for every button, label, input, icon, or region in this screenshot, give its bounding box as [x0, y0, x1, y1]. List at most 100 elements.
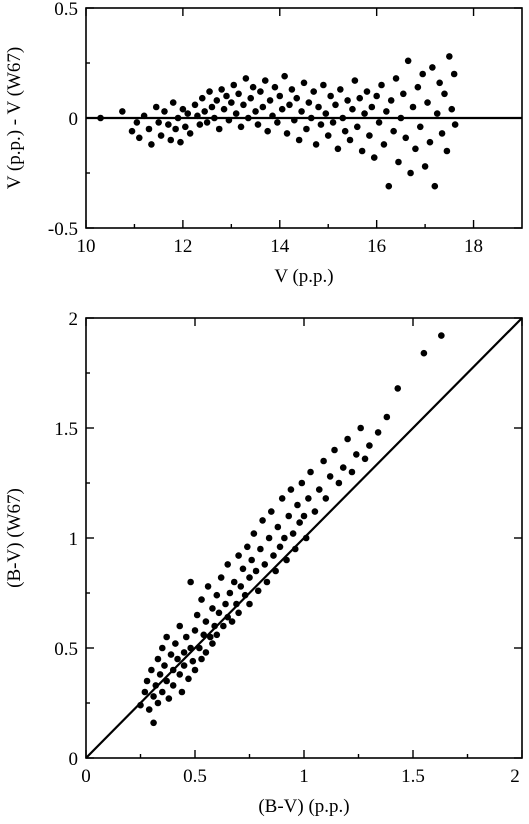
data-point: [184, 110, 192, 117]
data-point: [172, 125, 179, 133]
data-point: [150, 719, 157, 727]
data-point: [302, 534, 310, 542]
data-point: [324, 132, 332, 139]
bottom-x-axis-label: (B-V) (p.p.): [258, 796, 349, 817]
data-point: [285, 512, 293, 520]
data-point: [206, 88, 213, 95]
data-point: [189, 657, 197, 665]
data-point: [263, 578, 271, 586]
data-point: [374, 429, 382, 436]
bottom-x-tick-label: 1: [299, 766, 309, 787]
data-point: [397, 114, 405, 122]
data-point: [295, 136, 303, 144]
data-point: [252, 567, 260, 575]
data-point: [240, 101, 247, 109]
data-point: [363, 88, 371, 95]
bottom-y-tick-label: 1.5: [54, 419, 78, 440]
data-point: [385, 182, 393, 190]
data-point: [259, 103, 267, 111]
data-point: [286, 101, 293, 109]
data-point: [246, 600, 253, 608]
data-point: [218, 86, 225, 93]
data-point: [222, 600, 229, 608]
data-point: [213, 631, 221, 639]
data-point: [291, 116, 298, 124]
data-point: [298, 108, 305, 115]
data-point: [247, 94, 255, 102]
data-point: [209, 605, 216, 612]
data-point: [357, 424, 364, 432]
data-point: [310, 88, 317, 95]
data-point: [451, 121, 459, 128]
data-point: [315, 486, 323, 493]
data-point: [215, 609, 223, 617]
data-point: [412, 145, 419, 153]
data-point: [380, 141, 388, 148]
bottom-x-tick-label: 0: [81, 766, 91, 787]
data-point: [433, 110, 441, 117]
data-point: [224, 561, 231, 568]
top-x-tick-label: 14: [270, 236, 290, 257]
data-point: [446, 53, 453, 60]
data-point: [241, 591, 249, 599]
data-point: [196, 644, 203, 652]
data-point: [177, 138, 184, 146]
data-point: [395, 158, 402, 166]
data-point: [250, 530, 258, 537]
data-point: [226, 589, 234, 597]
data-point: [196, 121, 204, 128]
data-point: [274, 523, 282, 531]
data-point: [159, 644, 166, 652]
data-point: [191, 666, 199, 674]
data-point: [329, 119, 337, 126]
data-point: [202, 649, 210, 656]
data-point: [165, 695, 173, 702]
data-point: [404, 57, 412, 65]
data-point: [298, 479, 306, 487]
data-point: [317, 121, 325, 128]
data-point: [438, 130, 446, 137]
data-point: [294, 501, 301, 509]
data-point: [163, 677, 170, 685]
top-points: [97, 53, 459, 190]
data-point: [150, 693, 157, 700]
data-point: [135, 134, 143, 142]
data-point: [257, 545, 264, 553]
data-point: [349, 105, 356, 113]
data-point: [211, 622, 218, 630]
data-point: [429, 64, 436, 71]
top-x-axis-label: V (p.p.): [274, 266, 333, 287]
data-point: [261, 561, 269, 568]
data-point: [346, 136, 354, 144]
data-point: [141, 688, 149, 696]
data-point: [361, 110, 368, 117]
data-point: [281, 72, 288, 80]
data-point: [167, 136, 175, 144]
data-point: [180, 649, 188, 656]
data-point: [332, 101, 339, 109]
bottom-y-axis-label: (B-V) (W67): [4, 488, 25, 588]
data-point: [157, 132, 165, 139]
data-point: [283, 130, 291, 137]
data-point: [152, 682, 160, 689]
data-point: [268, 508, 275, 515]
data-point: [182, 123, 189, 131]
data-point: [174, 114, 182, 122]
top-y-tick-label: 0.5: [54, 0, 78, 20]
data-point: [261, 77, 269, 84]
top-x-tick-label: 16: [367, 236, 386, 257]
data-point: [334, 145, 342, 153]
data-point: [220, 622, 227, 630]
data-point: [305, 495, 312, 502]
data-point: [242, 75, 250, 82]
data-point: [180, 662, 188, 669]
bottom-x-tick-label: 0.5: [183, 766, 207, 787]
data-point: [320, 457, 327, 465]
data-point: [407, 169, 414, 177]
data-point: [276, 92, 284, 100]
data-point: [353, 123, 361, 131]
data-point: [194, 112, 201, 120]
data-point: [378, 81, 385, 89]
data-point: [237, 583, 245, 590]
data-point: [252, 108, 259, 115]
